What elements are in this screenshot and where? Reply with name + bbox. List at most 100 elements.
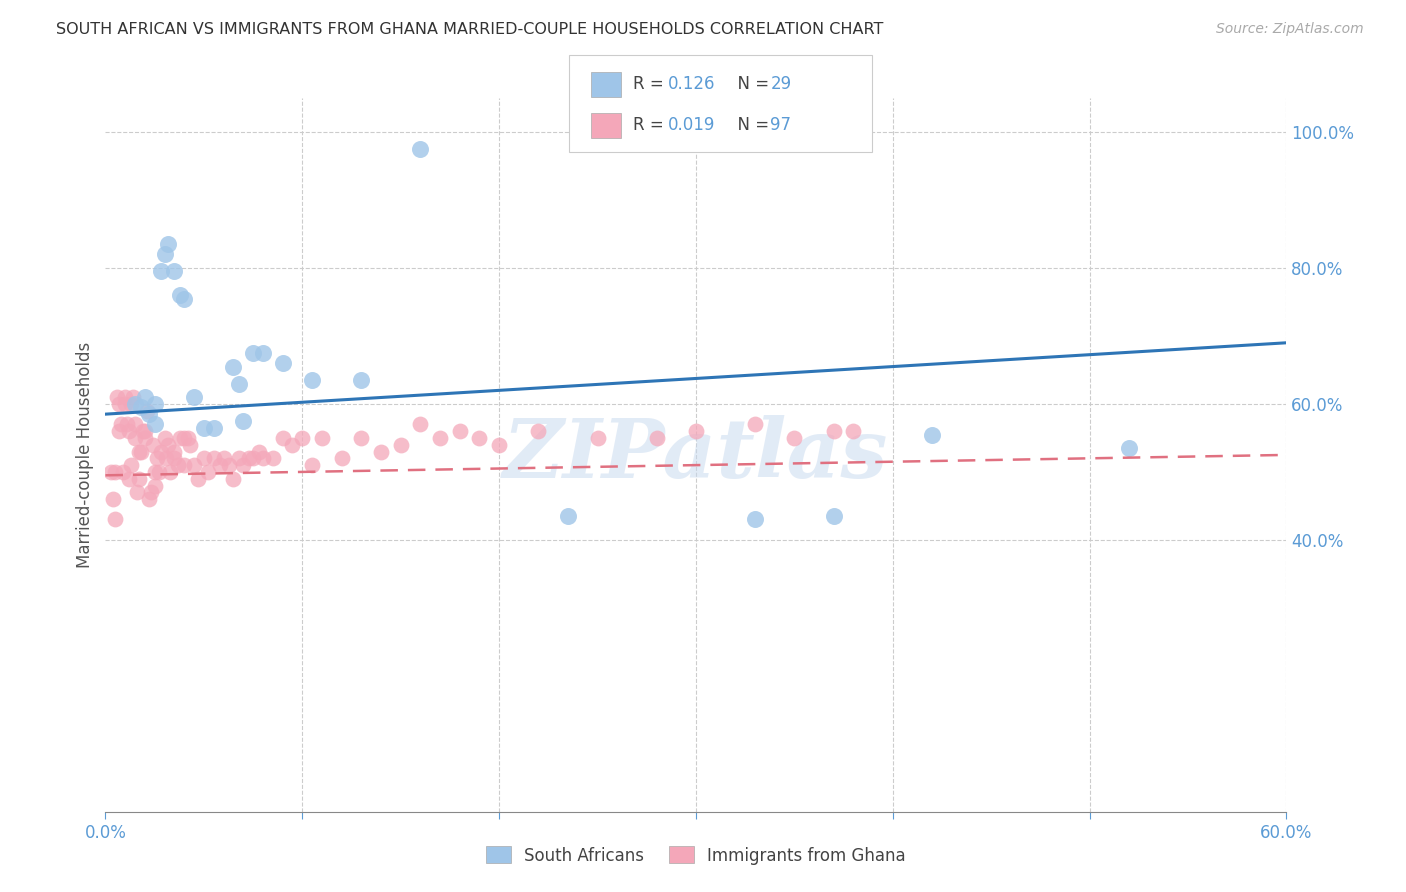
Point (311, 431, 333, 445)
Point (187, 472, 209, 486)
Point (153, 431, 176, 445)
Point (1118, 441, 1140, 455)
Point (128, 444, 150, 458)
Point (842, 424, 865, 438)
Point (183, 458, 205, 472)
Point (169, 431, 191, 445)
Point (143, 465, 166, 479)
Point (120, 397, 142, 411)
Point (128, 472, 150, 486)
Legend: South Africans, Immigrants from Ghana: South Africans, Immigrants from Ghana (479, 839, 912, 871)
Point (228, 376, 250, 391)
Point (232, 458, 254, 472)
Point (167, 458, 190, 472)
Point (163, 444, 186, 458)
Point (429, 431, 451, 445)
Point (183, 390, 205, 404)
Point (148, 465, 170, 479)
Text: SOUTH AFRICAN VS IMMIGRANTS FROM GHANA MARRIED-COUPLE HOUSEHOLDS CORRELATION CHA: SOUTH AFRICAN VS IMMIGRANTS FROM GHANA M… (56, 22, 883, 37)
Point (645, 431, 668, 445)
Point (685, 424, 707, 438)
Point (115, 417, 138, 432)
Point (100, 465, 122, 479)
Point (112, 465, 135, 479)
Point (370, 444, 392, 458)
Point (114, 397, 136, 411)
Point (242, 451, 264, 466)
Point (134, 431, 156, 445)
Point (744, 512, 766, 526)
Text: 97: 97 (770, 116, 792, 135)
Point (163, 264, 186, 278)
Point (232, 414, 254, 428)
Point (271, 431, 294, 445)
Point (744, 417, 766, 432)
Point (105, 390, 128, 404)
Point (281, 438, 304, 452)
Point (177, 431, 200, 445)
Point (139, 485, 162, 500)
Text: R =: R = (633, 116, 669, 135)
Point (159, 465, 181, 479)
Point (114, 390, 136, 404)
Point (252, 451, 274, 466)
Point (143, 397, 166, 411)
Point (149, 264, 172, 278)
Point (149, 444, 172, 458)
Text: N =: N = (727, 75, 775, 94)
Point (124, 397, 146, 411)
Point (129, 444, 152, 458)
Point (108, 424, 131, 438)
Point (118, 424, 141, 438)
Point (173, 431, 195, 445)
Point (228, 451, 250, 466)
Point (129, 401, 152, 415)
Point (247, 444, 270, 458)
Point (468, 431, 491, 445)
Point (143, 478, 166, 492)
Point (157, 237, 180, 252)
Point (103, 492, 125, 507)
Point (193, 421, 215, 435)
Point (118, 472, 141, 486)
Point (197, 465, 219, 479)
Point (823, 509, 845, 524)
Point (120, 458, 142, 472)
Point (409, 417, 432, 432)
Point (202, 451, 225, 466)
Point (124, 417, 146, 432)
Text: N =: N = (727, 116, 775, 135)
Point (104, 465, 127, 479)
Point (134, 424, 156, 438)
Point (122, 390, 145, 404)
Point (153, 247, 176, 261)
Text: 0.019: 0.019 (668, 116, 716, 135)
Point (527, 424, 550, 438)
Point (125, 485, 148, 500)
Point (488, 438, 510, 452)
Point (138, 492, 160, 507)
Text: 0.126: 0.126 (668, 75, 716, 94)
Point (132, 424, 155, 438)
Point (135, 403, 157, 417)
Point (238, 451, 260, 466)
Point (124, 431, 146, 445)
Y-axis label: Married-couple Households: Married-couple Households (76, 342, 94, 568)
Point (350, 373, 373, 387)
Point (145, 451, 167, 466)
Point (301, 458, 323, 472)
Point (157, 438, 180, 452)
Point (301, 373, 323, 387)
Point (173, 292, 195, 306)
Point (169, 288, 191, 302)
Point (142, 438, 165, 452)
Point (242, 346, 264, 360)
Point (783, 431, 806, 445)
Point (921, 427, 943, 442)
Point (110, 417, 132, 432)
Point (208, 458, 231, 472)
Point (262, 451, 284, 466)
Point (143, 417, 166, 432)
Point (350, 431, 373, 445)
Point (202, 421, 225, 435)
